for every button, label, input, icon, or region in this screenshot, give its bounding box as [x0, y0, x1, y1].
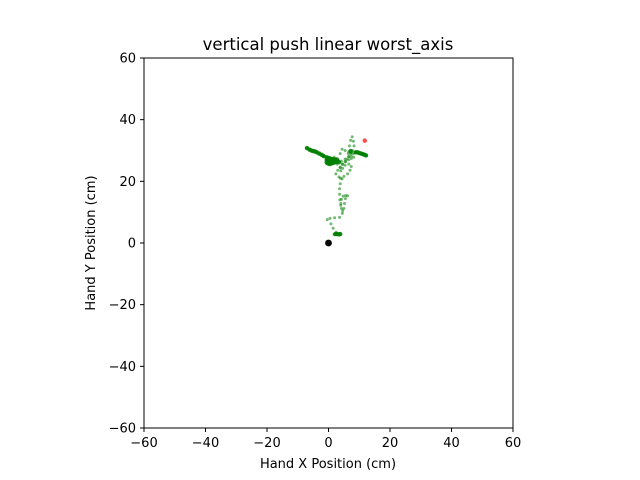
- x-axis-label: Hand X Position (cm): [260, 457, 396, 472]
- x-tick-label: 40: [443, 436, 460, 451]
- trajectory-point: [340, 211, 344, 215]
- y-tick-label: 60: [119, 52, 136, 67]
- trajectory-point: [348, 168, 352, 172]
- trajectory-point: [339, 203, 343, 207]
- trajectory-point: [347, 155, 351, 159]
- trajectory-point: [333, 216, 337, 220]
- trajectory-point: [338, 182, 342, 186]
- trajectory-point: [334, 172, 338, 176]
- trajectory-point: [344, 194, 348, 198]
- trajectory-point: [363, 153, 369, 158]
- y-tick-label: −20: [109, 298, 136, 313]
- trajectory-point: [349, 157, 353, 161]
- trajectory-point: [336, 168, 340, 172]
- y-axis-label: Hand Y Position (cm): [84, 175, 99, 310]
- trajectory-point: [338, 187, 342, 191]
- trajectory-point: [341, 162, 345, 166]
- target-point: [362, 138, 367, 143]
- trajectory-point: [341, 209, 345, 213]
- chart-title: vertical push linear worst_axis: [203, 35, 454, 55]
- trajectory-point: [330, 159, 336, 164]
- x-tick-label: 20: [382, 436, 399, 451]
- trajectory-point: [329, 222, 333, 226]
- trajectory-point: [338, 215, 342, 219]
- trajectory-point: [343, 157, 347, 161]
- origin-point: [325, 239, 332, 247]
- y-axis-ticks: −60 −40 −20 0 20 40 60: [109, 52, 144, 437]
- trajectory-point: [342, 202, 346, 206]
- trajectory-point: [346, 152, 350, 156]
- trajectory-point: [339, 169, 343, 173]
- trajectory-point: [341, 194, 345, 198]
- trajectory-point: [344, 160, 348, 164]
- trajectory-point: [342, 174, 346, 178]
- trajectory-point: [352, 155, 356, 159]
- trajectory-point: [338, 165, 342, 169]
- y-tick-label: 0: [128, 237, 136, 252]
- x-tick-label: 60: [505, 436, 522, 451]
- trajectory-point: [343, 149, 347, 152]
- y-tick-label: −60: [109, 422, 136, 437]
- trajectory-point: [351, 139, 355, 143]
- trajectory-point: [343, 163, 347, 167]
- x-tick-label: 0: [324, 436, 332, 451]
- y-tick-label: −40: [109, 360, 136, 375]
- x-tick-label: −20: [253, 436, 280, 451]
- y-tick-label: 20: [119, 175, 136, 190]
- trajectory-point: [347, 162, 351, 166]
- trajectory-point: [349, 154, 353, 158]
- trajectory-point: [342, 206, 346, 210]
- trajectory-point: [346, 172, 350, 176]
- trajectory-point: [347, 144, 351, 148]
- x-axis-ticks: −60 −40 −20 0 20 40 60: [130, 428, 521, 451]
- trajectory-point: [337, 175, 341, 179]
- trajectory-point: [350, 135, 354, 139]
- trajectory-point: [340, 177, 344, 181]
- x-tick-label: −40: [192, 436, 219, 451]
- trajectory-point: [349, 165, 353, 169]
- trajectory-point: [337, 231, 343, 237]
- trajectory-point: [331, 226, 335, 230]
- trajectory-point: [341, 166, 345, 170]
- trajectory-point: [325, 218, 329, 222]
- trajectory-point: [328, 216, 332, 220]
- trajectory-point: [348, 148, 353, 154]
- trajectory-point: [343, 197, 347, 201]
- trajectory-point: [336, 160, 342, 165]
- trajectory-point: [338, 192, 342, 196]
- x-tick-label: −60: [130, 436, 157, 451]
- trajectory-point: [347, 158, 351, 162]
- trajectory-point: [352, 144, 356, 148]
- trajectory-point: [338, 152, 342, 156]
- trajectory-point: [338, 198, 342, 202]
- y-tick-label: 40: [119, 113, 136, 128]
- plot-marks: [304, 135, 369, 247]
- trajectory-point: [340, 147, 344, 151]
- trajectory-point: [339, 206, 343, 210]
- trajectory-point: [349, 138, 353, 142]
